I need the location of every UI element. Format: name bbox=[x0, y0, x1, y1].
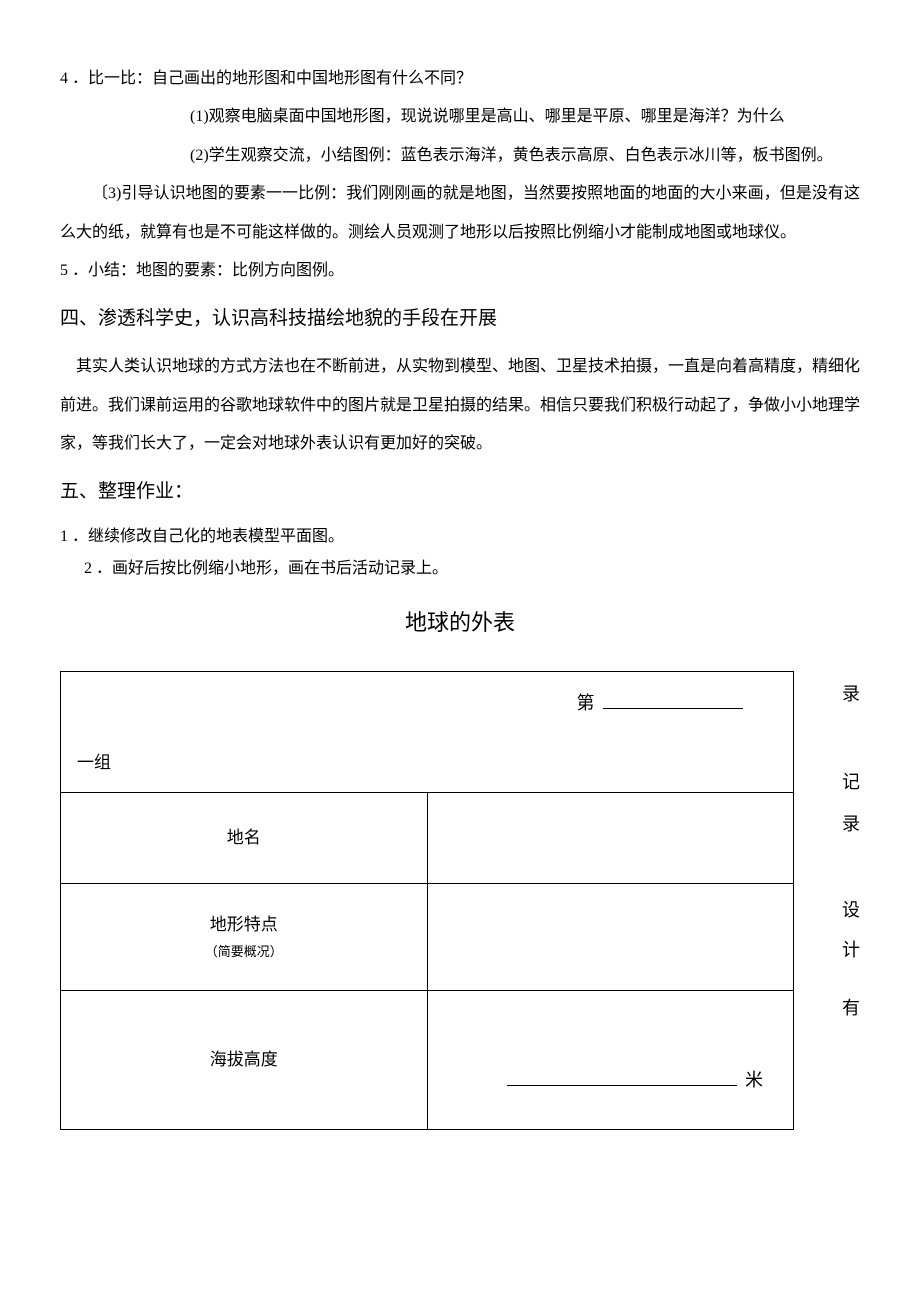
label-feature-note: （简要概况） bbox=[61, 942, 427, 963]
side-char-3: 录 bbox=[842, 815, 860, 833]
altitude-blank[interactable] bbox=[507, 1065, 737, 1086]
label-place: 地名 bbox=[227, 828, 261, 847]
label-feature: 地形特点 bbox=[210, 915, 278, 934]
cell-altitude-upper[interactable] bbox=[427, 990, 794, 1031]
label-altitude: 海拔高度 bbox=[210, 1050, 278, 1069]
cell-feature-value[interactable] bbox=[427, 883, 794, 990]
homework-2: 2 ．画好后按比例缩小地形，画在书后活动记录上。 bbox=[60, 553, 860, 585]
question-4-sub2: (2)学生观察交流，小结图例：蓝色表示海洋，黄色表示高原、白色表示冰川等，板书图… bbox=[60, 137, 860, 175]
group-suffix: 一组 bbox=[77, 743, 777, 784]
side-char-1: 录 bbox=[842, 685, 860, 703]
worksheet-title: 地球的外表 bbox=[60, 603, 860, 643]
cell-place-value[interactable] bbox=[427, 792, 794, 883]
question-4-sub3: 〔3)引导认识地图的要素一一比例：我们刚刚画的就是地图，当然要按照地面的地面的大… bbox=[60, 175, 860, 252]
table-row-place: 地名 bbox=[61, 792, 794, 883]
side-char-5: 计 bbox=[842, 941, 860, 959]
unit-meter: 米 bbox=[745, 1070, 763, 1090]
side-char-4: 设 bbox=[842, 901, 860, 919]
section-5-heading: 五、整理作业： bbox=[60, 471, 860, 513]
section-4-body: 其实人类认识地球的方式方法也在不断前进，从实物到模型、地图、卫星技术拍摄，一直是… bbox=[60, 348, 860, 463]
table-row-altitude-label: 海拔高度 bbox=[61, 990, 794, 1031]
side-annotation: 录 记 录 设 计 有 bbox=[842, 671, 860, 1130]
side-char-6: 有 bbox=[842, 999, 860, 1017]
worksheet-table: 第 一组 地名 地形特点 （简要概况） 海拔高度 bbox=[60, 671, 794, 1130]
question-5: 5 ．小结：地图的要素：比例方向图例。 bbox=[60, 252, 860, 290]
table-row-group: 第 一组 bbox=[61, 671, 794, 792]
group-blank[interactable] bbox=[603, 688, 743, 709]
table-row-feature: 地形特点 （简要概况） bbox=[61, 883, 794, 990]
question-4: 4 ．比一比：自己画出的地形图和中国地形图有什么不同？ bbox=[60, 60, 860, 98]
section-4-heading: 四、渗透科学史，认识高科技描绘地貌的手段在开展 bbox=[60, 298, 860, 340]
homework-1: 1 ．继续修改自己化的地表模型平面图。 bbox=[60, 521, 860, 553]
question-4-sub1: (1)观察电脑桌面中国地形图，现说说哪里是高山、哪里是平原、哪里是海洋？为什么 bbox=[60, 98, 860, 136]
group-prefix: 第 bbox=[577, 693, 595, 713]
side-char-2: 记 bbox=[842, 773, 860, 791]
